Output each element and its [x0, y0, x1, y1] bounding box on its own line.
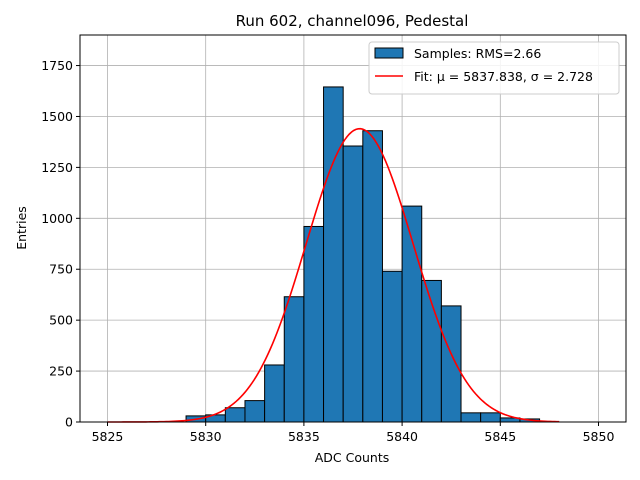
x-tick-label: 5850 [583, 429, 615, 444]
histogram-bars [185, 86, 541, 423]
histogram-bar [323, 86, 344, 423]
histogram-bar [342, 145, 364, 423]
y-tick-label: 500 [49, 313, 73, 328]
y-tick-label: 250 [49, 364, 73, 379]
histogram-bar [440, 305, 462, 423]
histogram-bar [303, 225, 325, 423]
chart-title: Run 602, channel096, Pedestal [236, 12, 469, 30]
x-tick-label: 5830 [190, 429, 222, 444]
y-axis-label: Entries [14, 206, 29, 250]
y-tick-label: 1250 [41, 160, 73, 175]
y-tick-label: 1000 [41, 211, 73, 226]
histogram-bar [362, 130, 383, 423]
y-tick-label: 750 [49, 262, 73, 277]
legend-fit-label: Fit: μ = 5837.838, σ = 2.728 [414, 69, 593, 84]
histogram-bar [283, 296, 305, 423]
y-tick-label: 1750 [41, 58, 73, 73]
plot-frame [79, 34, 627, 423]
legend-histogram-label: Samples: RMS=2.66 [414, 46, 541, 61]
x-tick-label: 5835 [288, 429, 320, 444]
x-tick-label: 5840 [386, 429, 418, 444]
y-tick-label: 0 [65, 415, 73, 430]
histogram-bar [224, 407, 246, 423]
histogram-bar [480, 412, 501, 423]
legend-histogram-swatch [374, 47, 404, 59]
x-tick-label: 5825 [92, 429, 124, 444]
legend: Samples: RMS=2.66 Fit: μ = 5837.838, σ =… [368, 41, 620, 95]
fit-curve [107, 127, 560, 423]
x-axis-ticks: 5825 5830 5835 5840 5845 5850 [92, 422, 615, 444]
x-tick-label: 5845 [484, 429, 516, 444]
y-axis-ticks: 0 250 500 750 1000 1250 1500 1750 [41, 58, 80, 430]
y-tick-label: 1500 [41, 109, 73, 124]
x-axis-label: ADC Counts [315, 450, 390, 465]
histogram-bar [460, 412, 482, 423]
histogram-bar [381, 270, 403, 423]
histogram-bar [264, 364, 285, 423]
histogram-bar [244, 400, 266, 423]
legend-box [368, 41, 620, 95]
